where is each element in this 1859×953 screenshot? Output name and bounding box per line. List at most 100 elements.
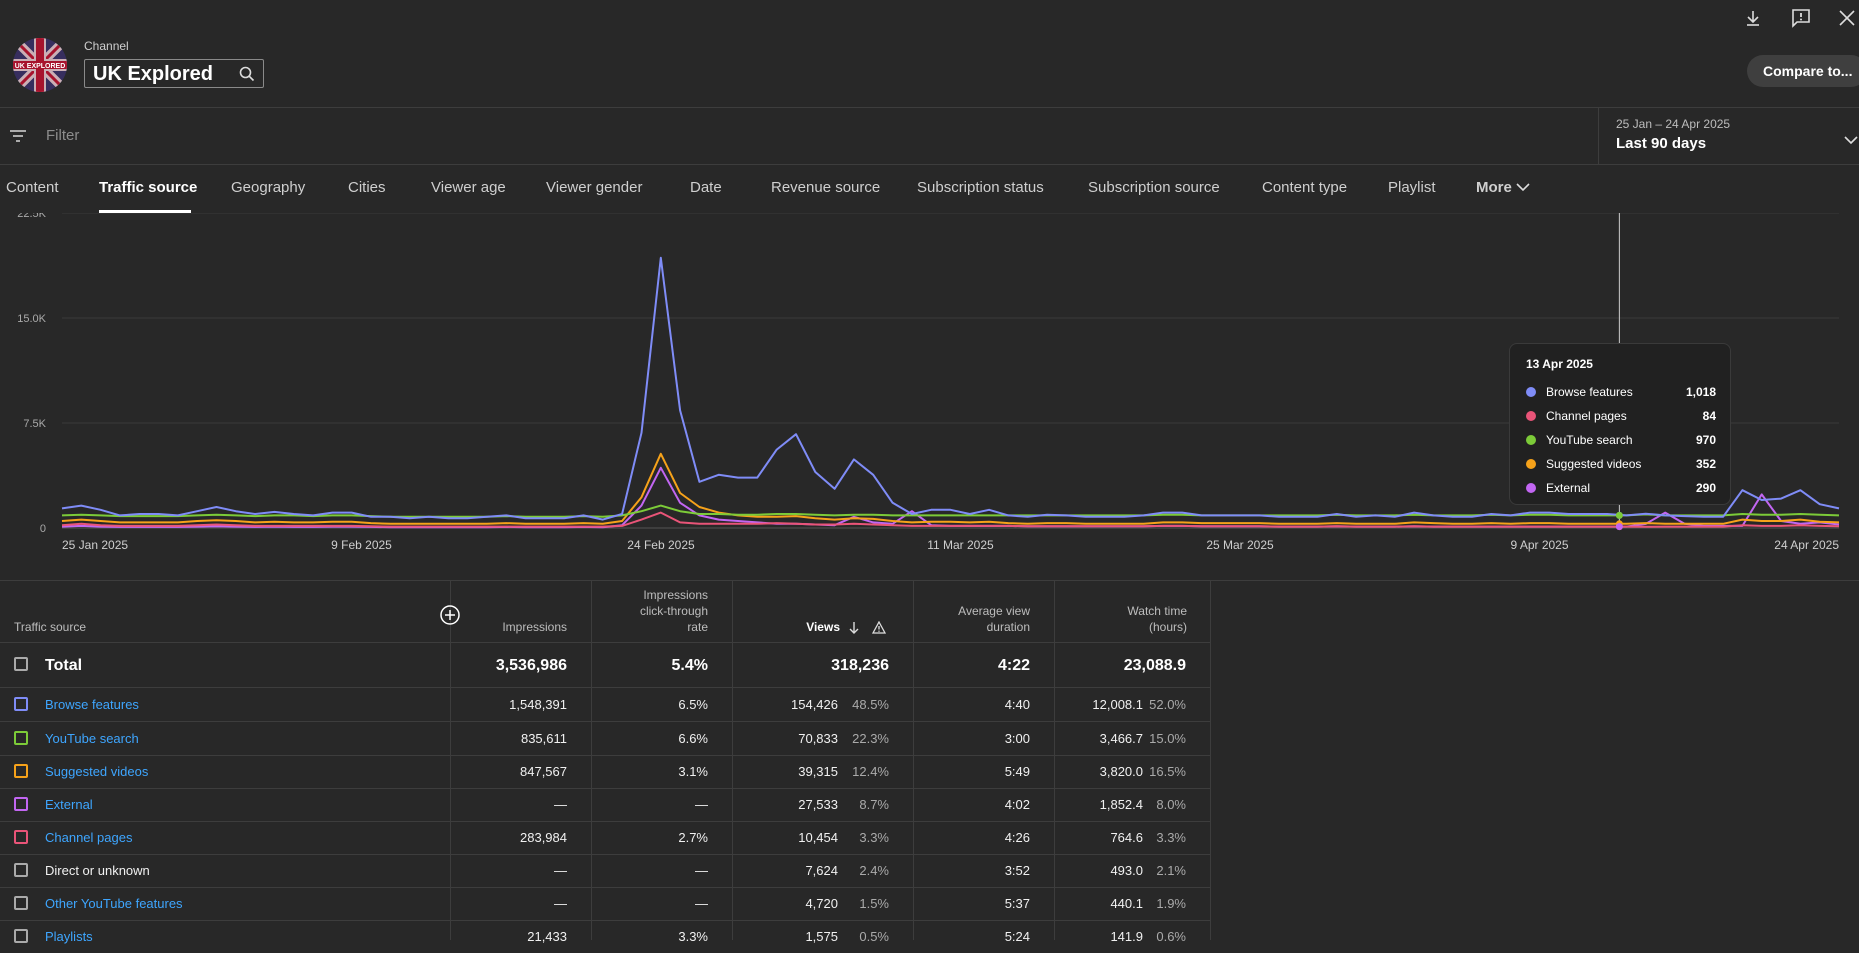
checkbox[interactable]	[14, 896, 28, 910]
feedback-icon[interactable]	[1791, 8, 1811, 33]
table-row: Direct or unknown — — 7,624 2.4% 3:52 49…	[0, 854, 1210, 888]
tab-revenue-source[interactable]: Revenue source	[771, 179, 881, 196]
channel-selector[interactable]: UK Explored	[84, 59, 264, 88]
checkbox[interactable]	[14, 929, 28, 943]
tab-playlist[interactable]: Playlist	[1388, 179, 1436, 196]
filter-input[interactable]: Filter	[46, 127, 80, 144]
tab-cities[interactable]: Cities	[348, 179, 386, 196]
table-row: Playlists 21,433 3.3% 1,575 0.5% 5:24 14…	[0, 920, 1210, 953]
tab-content-type[interactable]: Content type	[1262, 179, 1348, 196]
chart-tooltip: 13 Apr 2025 Browse features 1,018 Channe…	[1509, 343, 1731, 505]
checkbox[interactable]	[14, 731, 28, 745]
checkbox[interactable]	[14, 797, 28, 811]
cell-views: 39,315	[798, 764, 838, 779]
cell-views-pct: 3.3%	[859, 830, 889, 845]
header-watch-line: (hours)	[1148, 620, 1187, 634]
row-name-link[interactable]: Channel pages	[45, 830, 133, 845]
row-name-link[interactable]: Playlists	[45, 929, 93, 944]
column-divider	[450, 581, 451, 940]
cell-watch-time: 440.1	[1110, 896, 1143, 911]
cell-avd: 5:37	[1004, 896, 1030, 911]
close-icon[interactable]	[1838, 8, 1856, 33]
table-row: Other YouTube features — — 4,720 1.5% 5:…	[0, 887, 1210, 921]
hover-point	[1615, 523, 1623, 531]
cell-impressions: 835,611	[520, 731, 567, 746]
divider	[0, 580, 1859, 581]
channel-avatar[interactable]: UK EXPLORED	[13, 38, 67, 92]
header-impressions[interactable]: Impressions	[502, 620, 567, 634]
tab-traffic-source[interactable]: Traffic source	[99, 179, 198, 196]
header-watch-time[interactable]: Watch time (hours)	[1070, 603, 1187, 635]
warning-icon[interactable]	[872, 621, 886, 634]
tab-content[interactable]: Content	[6, 179, 59, 196]
column-divider	[1054, 581, 1055, 940]
cell-impressions: —	[554, 863, 567, 878]
header-ctr[interactable]: Impressions click-through rate	[600, 587, 708, 635]
x-tick-label: 9 Feb 2025	[331, 538, 392, 552]
table-row: Suggested videos 847,567 3.1% 39,315 12.…	[0, 755, 1210, 789]
header-avd[interactable]: Average view duration	[920, 603, 1030, 635]
tab-date[interactable]: Date	[690, 179, 722, 196]
row-name-link[interactable]: Other YouTube features	[45, 896, 183, 911]
hover-point	[1615, 511, 1623, 519]
column-divider	[913, 581, 914, 940]
cell-watch-time: 1,852.4	[1099, 797, 1143, 812]
row-name-link[interactable]: External	[45, 797, 93, 812]
tab-viewer-age[interactable]: Viewer age	[431, 179, 506, 196]
row-name-link[interactable]: Browse features	[45, 697, 139, 712]
cell-avd: 4:26	[1004, 830, 1030, 845]
header-views[interactable]: Views	[760, 619, 888, 635]
header-ctr-line: rate	[687, 620, 708, 634]
row-name-link[interactable]: Suggested videos	[45, 764, 149, 779]
checkbox[interactable]	[14, 863, 28, 877]
filter-icon[interactable]	[9, 127, 27, 150]
channel-label: Channel	[84, 39, 129, 53]
tooltip-row: Suggested videos 352	[1526, 456, 1716, 472]
cell-views: 318,236	[831, 657, 889, 674]
tab-subscription-status[interactable]: Subscription status	[917, 179, 1044, 196]
series-dot	[1526, 483, 1536, 493]
search-icon[interactable]	[239, 66, 255, 87]
cell-avd: 4:40	[1004, 697, 1030, 712]
header-traffic-source[interactable]: Traffic source	[14, 620, 87, 634]
header-avd-line: Average view	[958, 604, 1030, 618]
compare-button[interactable]: Compare to...	[1747, 55, 1859, 87]
x-tick-label: 25 Jan 2025	[62, 538, 128, 552]
tab-geography[interactable]: Geography	[231, 179, 306, 196]
tooltip-row: Browse features 1,018	[1526, 384, 1716, 400]
cell-watch-time: 141.9	[1110, 929, 1143, 944]
cell-views-pct: 1.5%	[859, 896, 889, 911]
checkbox[interactable]	[14, 764, 28, 778]
cell-ctr: 2.7%	[678, 830, 708, 845]
table-row: Channel pages 283,984 2.7% 10,454 3.3% 4…	[0, 821, 1210, 855]
download-icon[interactable]	[1744, 8, 1762, 33]
checkbox[interactable]	[14, 657, 28, 671]
cell-avd: 4:22	[997, 657, 1030, 674]
tooltip-series-value: 290	[1695, 481, 1716, 495]
tooltip-series-name: Channel pages	[1546, 409, 1627, 423]
checkbox[interactable]	[14, 830, 28, 844]
date-range-text: 25 Jan – 24 Apr 2025	[1616, 117, 1731, 131]
series-dot	[1526, 435, 1536, 445]
cell-watch-time: 3,820.0	[1099, 764, 1143, 779]
checkbox[interactable]	[14, 697, 28, 711]
active-tab-indicator	[99, 210, 191, 213]
tab-subscription-source[interactable]: Subscription source	[1088, 179, 1220, 196]
cell-ctr: —	[695, 863, 708, 878]
cell-impressions: 283,984	[520, 830, 567, 845]
series-line-suggested-videos	[61, 452, 1840, 525]
sort-down-icon[interactable]	[848, 621, 860, 634]
cell-avd: 5:49	[1004, 764, 1030, 779]
date-range-label: Last 90 days	[1616, 135, 1707, 152]
tab-more[interactable]: More	[1476, 179, 1530, 196]
tooltip-series-value: 352	[1695, 457, 1716, 471]
cell-watch-pct: 15.0%	[1149, 731, 1186, 746]
y-tick-label: 15.0K	[17, 313, 46, 325]
tab-viewer-gender[interactable]: Viewer gender	[546, 179, 643, 196]
svg-text:UK EXPLORED: UK EXPLORED	[15, 63, 66, 70]
cell-watch-time: 23,088.9	[1123, 657, 1186, 674]
row-name-link[interactable]: YouTube search	[45, 731, 139, 746]
date-range-picker[interactable]: 25 Jan – 24 Apr 2025 Last 90 days	[1598, 108, 1859, 164]
cell-watch-time: 3,466.7	[1099, 731, 1143, 746]
add-column-icon[interactable]	[439, 604, 461, 631]
